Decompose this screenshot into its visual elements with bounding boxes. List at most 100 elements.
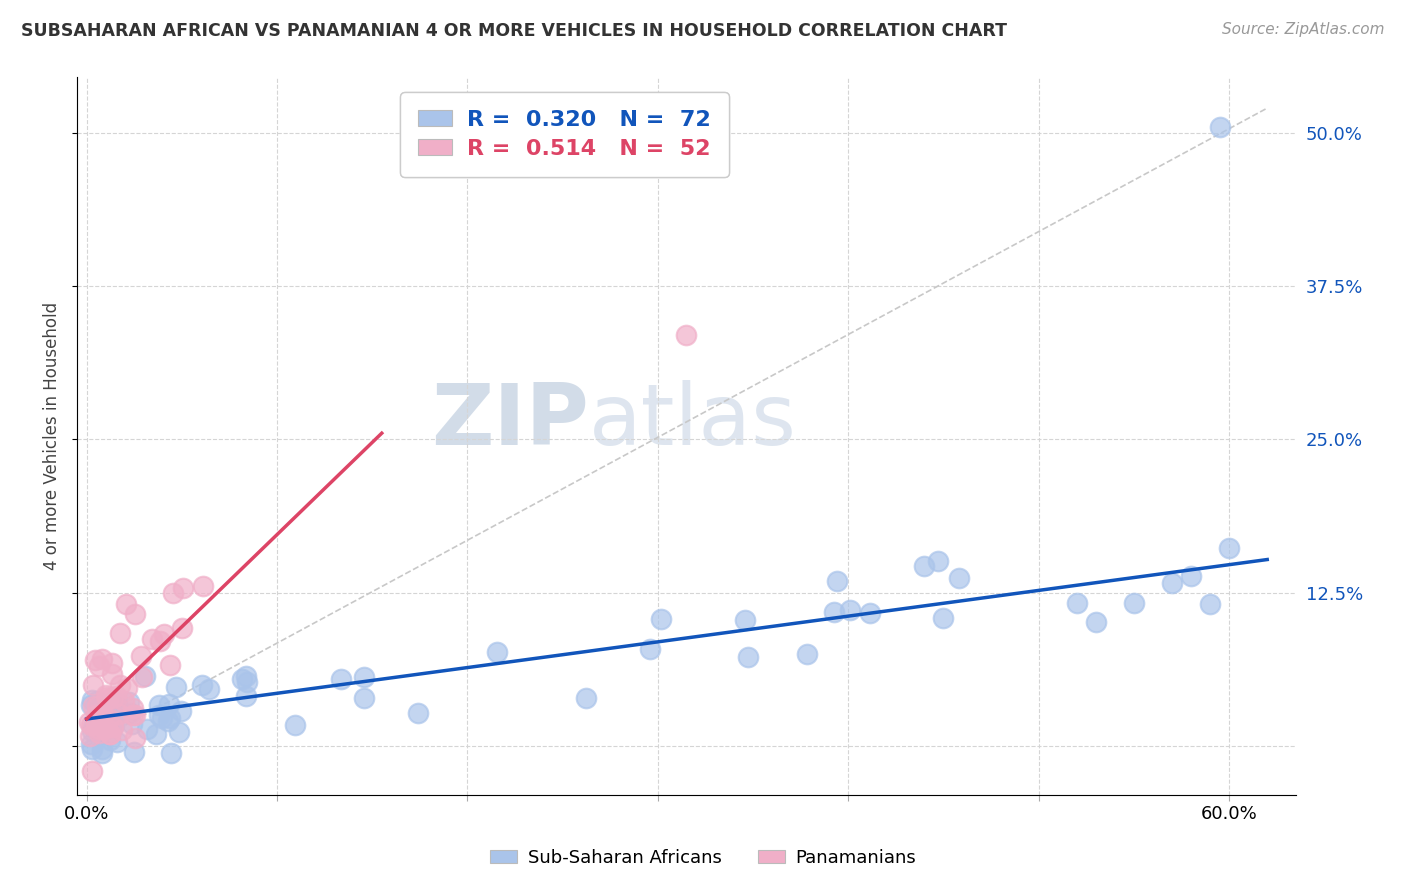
Point xyxy=(120,706,142,720)
Point xyxy=(231,672,253,686)
Point xyxy=(172,582,194,596)
Point xyxy=(87,713,110,727)
Point xyxy=(117,681,139,696)
Point xyxy=(103,718,125,732)
Point xyxy=(79,729,101,743)
Point xyxy=(148,707,170,722)
Point xyxy=(91,708,114,723)
Point xyxy=(157,697,180,711)
Point xyxy=(165,680,187,694)
Point xyxy=(1084,615,1107,630)
Point xyxy=(169,724,191,739)
Point xyxy=(86,708,108,723)
Point xyxy=(112,694,135,708)
Text: Source: ZipAtlas.com: Source: ZipAtlas.com xyxy=(1222,22,1385,37)
Point xyxy=(98,733,121,747)
Point xyxy=(90,707,112,722)
Point xyxy=(104,689,127,703)
Point xyxy=(82,677,104,691)
Point xyxy=(97,691,120,706)
Point xyxy=(650,612,672,626)
Point xyxy=(193,579,215,593)
Point xyxy=(110,678,132,692)
Point xyxy=(198,682,221,697)
Point xyxy=(87,725,110,739)
Point xyxy=(105,735,128,749)
Point xyxy=(284,718,307,732)
Legend: R =  0.320   N =  72, R =  0.514   N =  52: R = 0.320 N = 72, R = 0.514 N = 52 xyxy=(401,92,728,177)
Point xyxy=(86,699,108,714)
Point xyxy=(82,698,104,713)
Point xyxy=(638,642,661,657)
Point xyxy=(135,722,157,736)
Point xyxy=(927,554,949,568)
Point xyxy=(129,648,152,663)
Point xyxy=(82,723,104,738)
Point xyxy=(90,742,112,756)
Point xyxy=(80,737,103,751)
Point xyxy=(235,669,257,683)
Point xyxy=(169,705,191,719)
Point xyxy=(93,722,115,736)
Point xyxy=(141,632,163,647)
Point xyxy=(96,690,118,704)
Point xyxy=(796,647,818,661)
Text: SUBSAHARAN AFRICAN VS PANAMANIAN 4 OR MORE VEHICLES IN HOUSEHOLD CORRELATION CHA: SUBSAHARAN AFRICAN VS PANAMANIAN 4 OR MO… xyxy=(21,22,1007,40)
Point xyxy=(96,719,118,733)
Point xyxy=(121,708,143,723)
Point xyxy=(150,711,173,725)
Point xyxy=(1208,120,1230,134)
Point xyxy=(159,658,181,673)
Point xyxy=(1122,596,1144,610)
Point xyxy=(82,719,104,733)
Point xyxy=(162,585,184,599)
Point xyxy=(101,711,124,725)
Point xyxy=(838,602,860,616)
Text: ZIP: ZIP xyxy=(432,380,589,464)
Point xyxy=(80,698,103,712)
Point xyxy=(80,718,103,732)
Point xyxy=(823,605,845,619)
Y-axis label: 4 or more Vehicles in Household: 4 or more Vehicles in Household xyxy=(44,302,60,570)
Point xyxy=(1161,575,1184,590)
Point xyxy=(159,711,181,725)
Point xyxy=(675,328,697,343)
Point xyxy=(157,714,180,728)
Point xyxy=(353,670,375,684)
Point xyxy=(86,694,108,708)
Point xyxy=(82,764,104,778)
Point xyxy=(91,652,114,666)
Point xyxy=(170,621,193,635)
Point xyxy=(160,746,183,760)
Point xyxy=(124,731,146,746)
Point xyxy=(86,708,108,723)
Point xyxy=(153,627,176,641)
Point xyxy=(932,610,955,624)
Point xyxy=(101,691,124,706)
Point xyxy=(1180,569,1202,583)
Point xyxy=(101,720,124,734)
Point xyxy=(94,719,117,733)
Point xyxy=(98,712,121,726)
Point xyxy=(110,626,132,640)
Point xyxy=(91,746,114,760)
Point xyxy=(1066,595,1088,609)
Point xyxy=(98,727,121,741)
Point xyxy=(77,715,100,730)
Point xyxy=(575,691,598,706)
Point xyxy=(122,745,145,759)
Point xyxy=(825,574,848,588)
Point xyxy=(1218,541,1240,555)
Point xyxy=(330,672,353,686)
Point xyxy=(1199,598,1222,612)
Point xyxy=(121,701,143,715)
Point xyxy=(148,698,170,713)
Point xyxy=(124,607,146,622)
Point xyxy=(737,650,759,665)
Point xyxy=(149,633,172,648)
Point xyxy=(80,742,103,756)
Point xyxy=(87,722,110,736)
Point xyxy=(110,723,132,737)
Text: atlas: atlas xyxy=(589,380,797,464)
Point xyxy=(134,669,156,683)
